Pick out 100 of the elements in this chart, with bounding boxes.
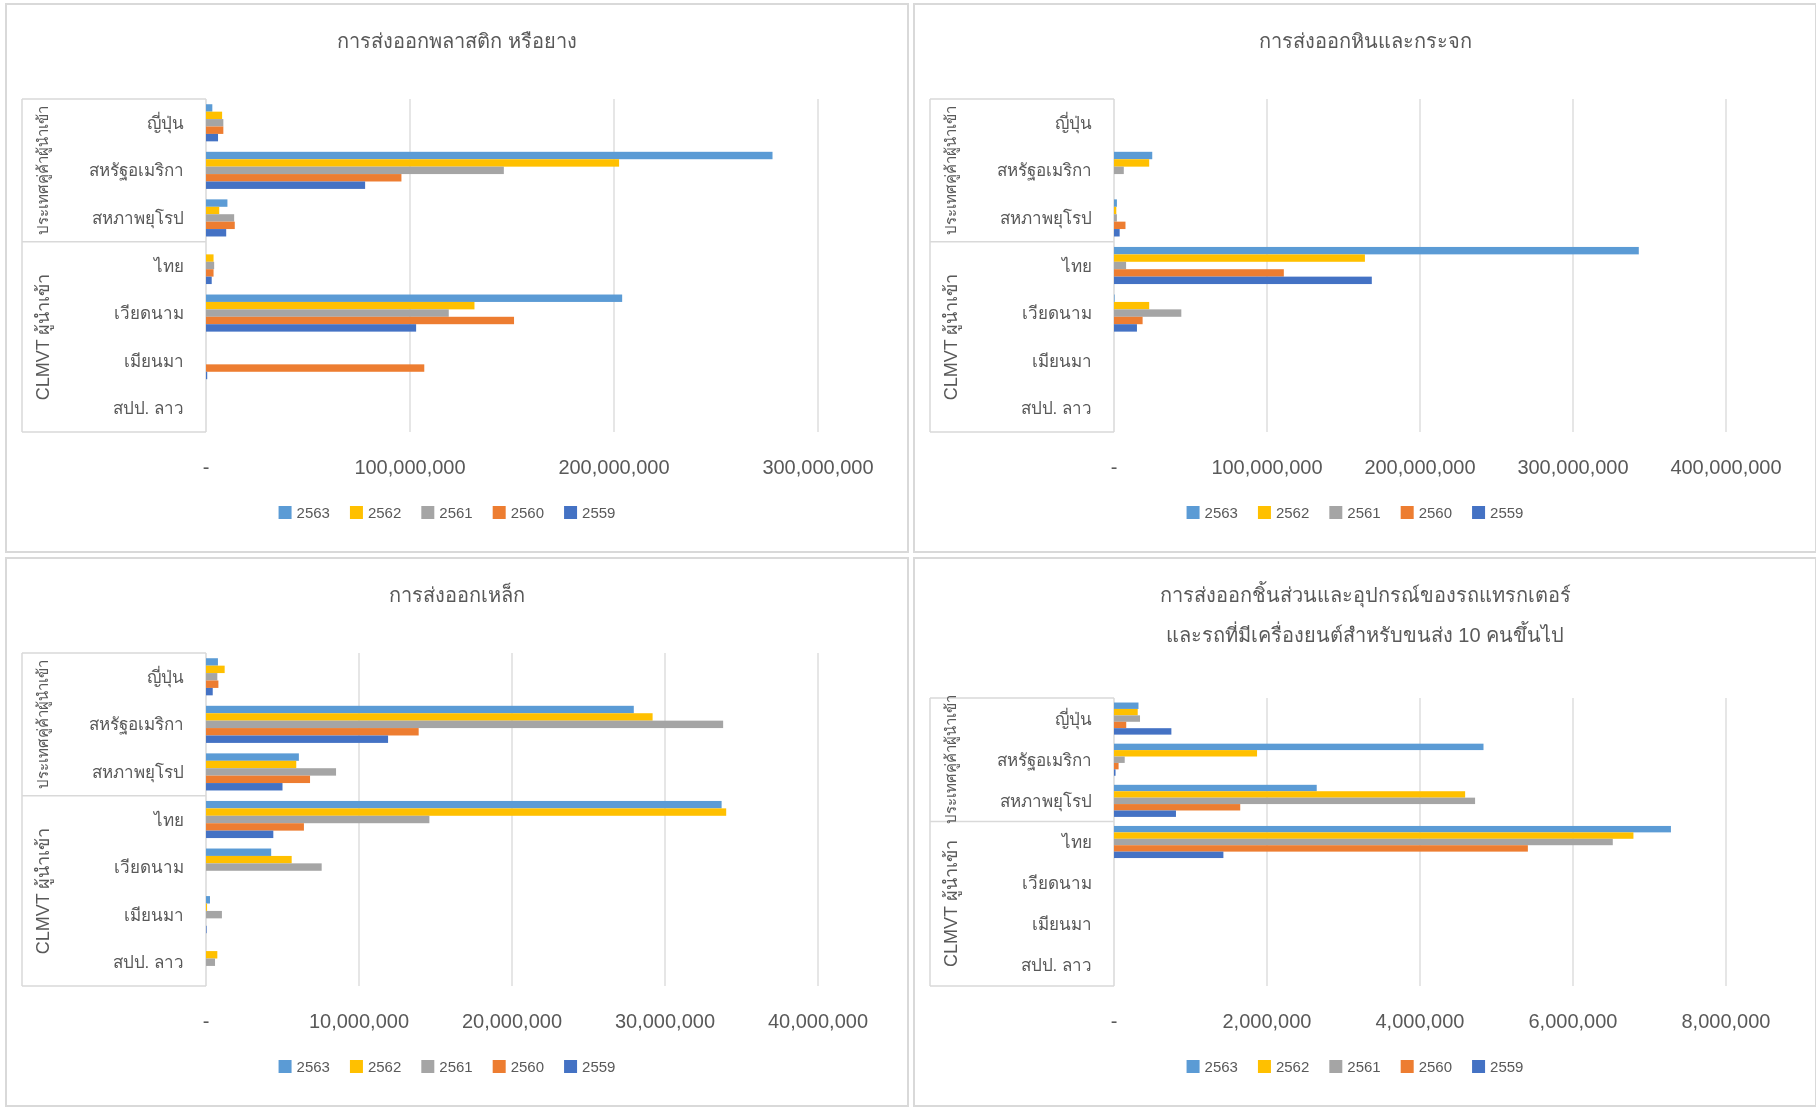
y-tick-label: สหภาพยุโรป — [92, 207, 184, 229]
bar — [1114, 261, 1127, 270]
bar — [1114, 229, 1120, 237]
text: ประเทศคู่ค้าผู้นำเข้า — [941, 695, 960, 825]
bar — [1114, 166, 1124, 175]
bar — [1114, 721, 1127, 729]
x-tick-label: - — [1110, 1010, 1118, 1032]
legend-label: 2563 — [1204, 504, 1238, 521]
bar — [206, 830, 274, 839]
legend-label: 2560 — [510, 1058, 545, 1075]
y-tick-label: สปป. ลาว — [112, 953, 184, 973]
bar — [206, 261, 215, 270]
y-tick-label: เวียดนาม — [114, 858, 184, 878]
y-tick-label: ไทย — [152, 255, 184, 276]
legend-label: 2559 — [1490, 1058, 1524, 1075]
chart-title: การส่งออกเหล็ก — [389, 582, 525, 606]
bar — [206, 269, 214, 277]
bar — [1114, 254, 1365, 262]
bar — [1114, 214, 1117, 222]
y-tick-label: สปป. ลาว — [1020, 399, 1092, 419]
bar — [206, 735, 389, 743]
bar — [206, 181, 366, 189]
bar — [206, 104, 213, 112]
bar — [1114, 784, 1317, 792]
bar — [206, 728, 419, 736]
chart-title: การส่งออกพลาสติก หรือยาง — [337, 30, 577, 52]
y-tick-label: เวียดนาม — [114, 304, 184, 324]
legend-label: 2561 — [1347, 1058, 1381, 1075]
x-tick-label: 2,000,000 — [1222, 1010, 1312, 1032]
text: ประเทศคู่ค้าผู้นำเข้า — [33, 659, 52, 789]
legend-label: 2560 — [1418, 1058, 1453, 1075]
bar — [206, 753, 299, 761]
bar — [206, 705, 634, 714]
x-tick-label: 300,000,000 — [762, 456, 874, 478]
bar — [206, 848, 272, 856]
bar — [206, 151, 773, 160]
bar — [1114, 221, 1126, 230]
x-tick-label: - — [202, 456, 210, 478]
legend-label: 2559 — [582, 504, 616, 521]
y-tick-label: สปป. ลาว — [1020, 956, 1092, 976]
y-tick-label: สหรัฐอเมริกา — [89, 715, 184, 736]
text: CLMVT ผู้นำเข้า — [32, 827, 54, 955]
bar — [206, 800, 722, 809]
bar — [1114, 762, 1119, 770]
bar — [206, 768, 337, 776]
y-tick-label: สหรัฐอเมริกา — [997, 161, 1092, 182]
y-tick-label: สหรัฐอเมริกา — [89, 161, 184, 182]
bar — [1114, 316, 1143, 325]
bar — [206, 174, 402, 182]
bar — [206, 910, 222, 919]
y-tick-label: สหรัฐอเมริกา — [997, 750, 1092, 771]
y-tick-label: เวียดนาม — [1022, 874, 1092, 894]
bar — [206, 673, 218, 681]
legend-label: 2562 — [367, 1058, 402, 1075]
bar — [206, 119, 224, 127]
bar — [1114, 728, 1172, 735]
bar — [206, 783, 283, 791]
bar — [206, 214, 235, 222]
bar — [206, 951, 218, 959]
bar — [206, 221, 235, 230]
bar — [206, 364, 425, 372]
bar — [1114, 151, 1153, 160]
bar — [206, 775, 311, 784]
bar — [206, 111, 223, 120]
bar — [206, 823, 304, 831]
bar — [1114, 756, 1125, 763]
legend-label: 2563 — [1204, 1058, 1238, 1075]
text: CLMVT ผู้นำเข้า — [32, 273, 54, 401]
bar — [1114, 301, 1150, 310]
bar — [1114, 324, 1137, 332]
bar — [1114, 159, 1150, 167]
bar — [1114, 246, 1639, 255]
y-tick-label: สหภาพยุโรป — [1000, 790, 1092, 812]
bar — [206, 855, 292, 864]
bar — [206, 958, 216, 966]
bar — [206, 316, 515, 325]
bar — [206, 133, 219, 142]
bar — [206, 126, 224, 134]
legend-label: 2560 — [1418, 504, 1453, 521]
bar — [206, 815, 430, 824]
bar — [206, 687, 213, 696]
text: ประเทศคู่ค้าผู้นำเข้า — [33, 105, 52, 235]
legend-label: 2559 — [582, 1058, 616, 1075]
y-tick-label: เมียนมา — [124, 905, 184, 925]
x-tick-label: - — [1110, 456, 1118, 478]
y-tick-label: เมียนมา — [1032, 915, 1092, 935]
bar — [1114, 851, 1224, 859]
legend-label: 2560 — [510, 504, 545, 521]
bar — [1114, 276, 1372, 285]
chart-title: การส่งออกหินและกระจก — [1258, 30, 1472, 52]
chart-title: การส่งออกชิ้นส่วนและอุปกรณ์ของรถแทรกเตอร์ และรถที่มีเครื่องยนต์สำหรับขนส่ง 10 คนขึ้นไป — [1159, 581, 1571, 646]
bar — [206, 166, 504, 175]
x-tick-label: 100,000,000 — [354, 456, 466, 478]
bar — [206, 720, 724, 729]
bar — [1114, 791, 1466, 798]
bar — [1114, 309, 1182, 317]
bar — [206, 713, 653, 721]
y-tick-label: ไทย — [152, 809, 184, 830]
bar — [1114, 804, 1241, 811]
bar — [206, 294, 623, 302]
